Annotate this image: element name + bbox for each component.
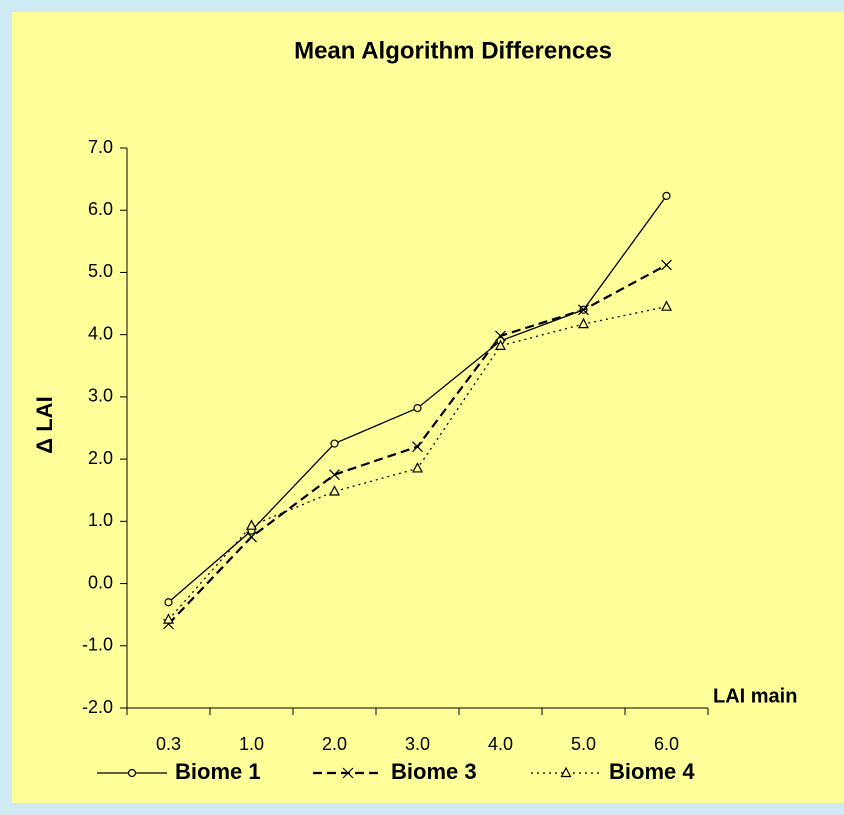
legend-label: Biome 1 — [175, 759, 261, 784]
legend-marker — [342, 767, 354, 779]
legend-marker — [127, 768, 137, 778]
marker — [578, 317, 589, 329]
x-tick-label: 6.0 — [654, 734, 679, 754]
y-tick-label: 1.0 — [88, 510, 113, 530]
marker — [413, 403, 422, 413]
marker — [329, 485, 340, 496]
marker — [578, 304, 589, 316]
x-tick-label: 1.0 — [239, 734, 264, 754]
marker — [246, 519, 257, 530]
y-tick-label: 7.0 — [88, 137, 113, 157]
chart-panel — [12, 12, 844, 803]
marker — [661, 259, 672, 271]
x-axis-label: LAI main — [713, 685, 797, 707]
y-axis-label: Δ LAI — [32, 396, 57, 453]
marker — [495, 330, 506, 342]
y-tick-label: 6.0 — [88, 199, 113, 219]
y-tick-label: -2.0 — [82, 697, 113, 717]
y-tick-label: 5.0 — [88, 261, 113, 281]
legend-label: Biome 3 — [391, 759, 477, 784]
y-tick-label: -1.0 — [82, 635, 113, 655]
marker — [412, 441, 423, 453]
marker — [163, 613, 174, 624]
chart-title: Mean Algorithm Differences — [294, 37, 612, 64]
marker — [661, 300, 672, 311]
marker — [662, 191, 671, 201]
marker — [164, 598, 173, 607]
x-tick-label: 5.0 — [571, 734, 596, 754]
marker — [495, 339, 506, 350]
x-tick-label: 4.0 — [488, 734, 513, 754]
legend-marker — [560, 766, 572, 778]
marker — [412, 462, 423, 473]
marker — [330, 439, 339, 448]
x-tick-label: 2.0 — [322, 734, 347, 754]
y-tick-label: 2.0 — [88, 448, 113, 468]
y-tick-label: 4.0 — [88, 323, 113, 343]
y-tick-label: 3.0 — [88, 386, 113, 406]
y-tick-label: 0.0 — [88, 572, 113, 592]
marker — [329, 469, 340, 481]
legend-label: Biome 4 — [609, 759, 695, 784]
x-tick-label: 0.3 — [156, 734, 181, 754]
x-tick-label: 3.0 — [405, 734, 430, 754]
marker — [246, 531, 257, 543]
